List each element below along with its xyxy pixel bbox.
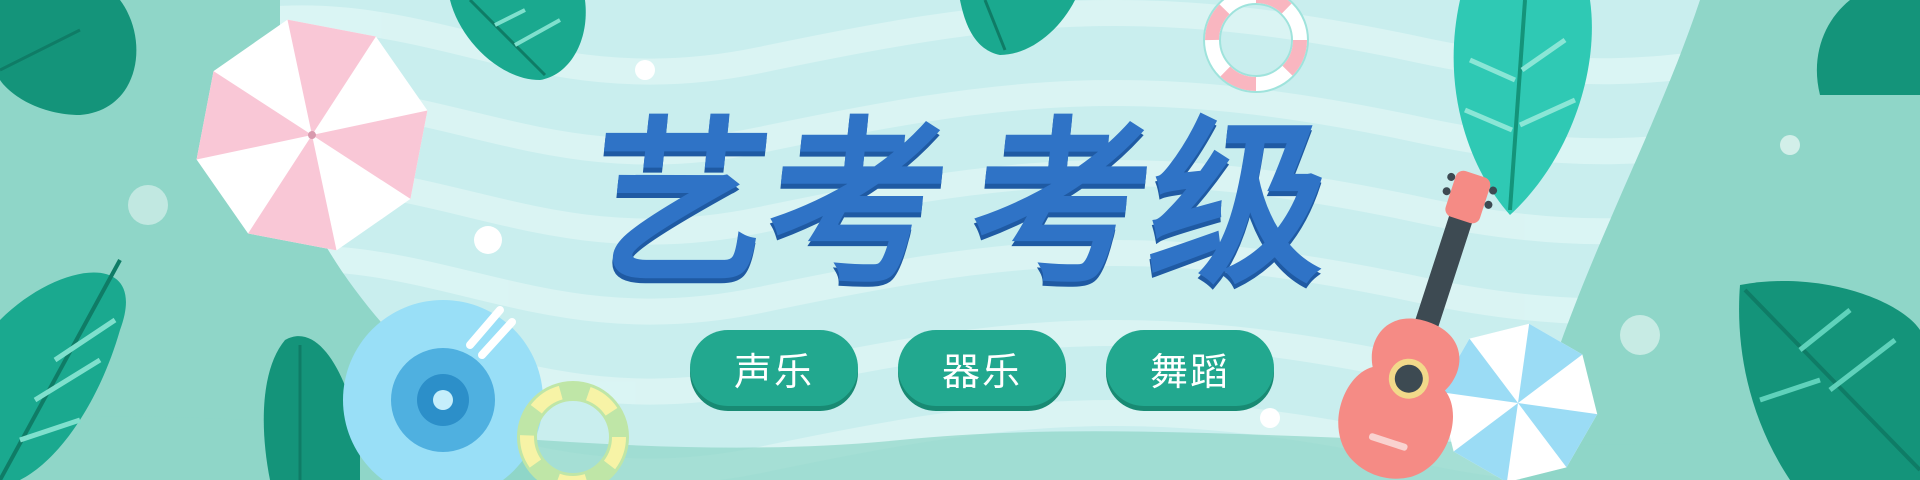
guitar-icon bbox=[1338, 170, 1498, 479]
dance-button[interactable]: 舞蹈 bbox=[1106, 330, 1274, 406]
dance-label: 舞蹈 bbox=[1149, 349, 1230, 394]
vinyl-record-icon bbox=[343, 300, 543, 480]
leaf-icon bbox=[960, 0, 1075, 55]
swim-ring-icon bbox=[1203, 0, 1309, 93]
page-title: 艺考 考级 bbox=[560, 100, 1360, 310]
instrumental-music-button[interactable]: 器乐 bbox=[898, 330, 1066, 406]
category-buttons: 声乐 器乐 舞蹈 bbox=[690, 330, 1290, 406]
instrumental-music-label: 器乐 bbox=[941, 349, 1022, 394]
leaf-icon bbox=[1816, 0, 1920, 95]
leaf-icon bbox=[0, 0, 137, 115]
swim-ring-icon bbox=[517, 381, 629, 480]
beach-umbrella-icon bbox=[196, 19, 428, 251]
title-part-1: 艺考 bbox=[580, 101, 958, 308]
vocal-music-button[interactable]: 声乐 bbox=[690, 330, 858, 406]
leaf-icon bbox=[263, 336, 360, 480]
vocal-music-label: 声乐 bbox=[733, 349, 814, 394]
leaf-icon bbox=[0, 259, 126, 480]
leaf-icon bbox=[1453, 0, 1592, 215]
leaf-icon bbox=[1739, 281, 1920, 480]
title-part-2: 考级 bbox=[962, 101, 1340, 308]
beach-umbrella-icon bbox=[1438, 323, 1598, 480]
leaf-icon bbox=[450, 0, 586, 80]
